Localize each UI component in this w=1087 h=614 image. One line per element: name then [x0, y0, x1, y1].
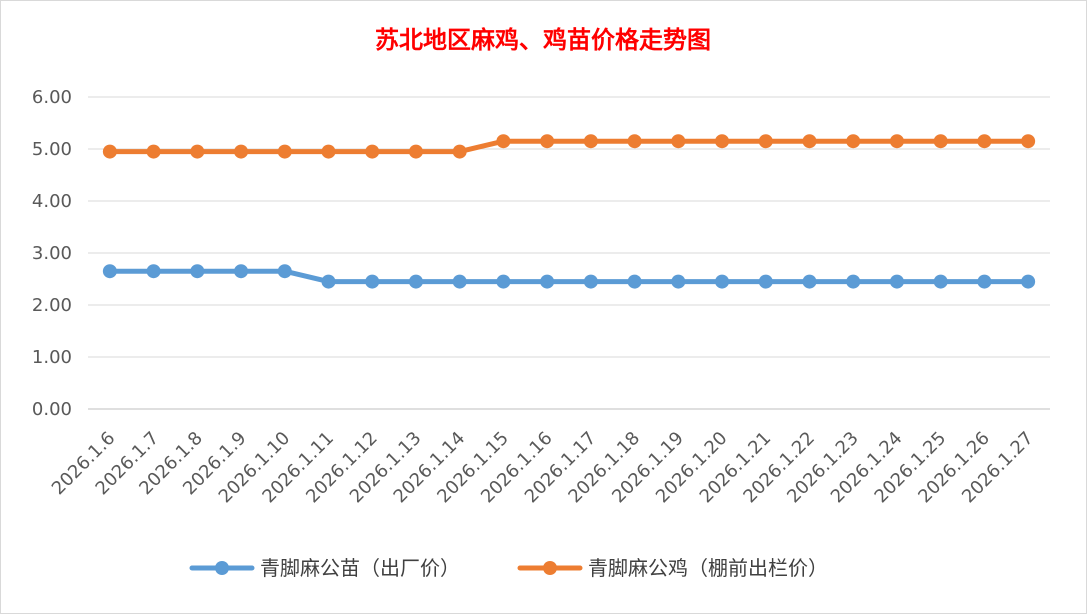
data-point	[234, 144, 249, 159]
data-point	[540, 134, 555, 149]
grid-layer	[88, 96, 1050, 410]
legend: 青脚麻公苗（出厂价） 青脚麻公鸡（棚前出栏价）	[189, 556, 828, 580]
data-point	[802, 274, 817, 289]
y-tick-label: 2.00	[32, 295, 72, 316]
series-line	[107, 268, 1031, 285]
data-point	[583, 134, 598, 149]
data-point	[408, 144, 423, 159]
data-point	[540, 274, 555, 289]
data-point	[977, 274, 992, 289]
data-point	[627, 274, 642, 289]
data-point	[846, 274, 861, 289]
data-point	[234, 264, 249, 279]
y-tick-label: 5.00	[32, 139, 72, 160]
data-point	[365, 144, 380, 159]
legend-marker	[215, 561, 229, 575]
legend-item-1: 青脚麻公鸡（棚前出栏价）	[517, 556, 828, 580]
data-point	[802, 134, 817, 149]
data-point	[277, 264, 292, 279]
y-tick-label: 1.00	[32, 347, 72, 368]
y-axis-ticks: 0.00 1.00 2.00 3.00 4.00 5.00 6.00	[32, 87, 72, 420]
data-point	[1021, 274, 1036, 289]
data-point	[408, 274, 423, 289]
data-point	[190, 144, 205, 159]
y-tick-label: 6.00	[32, 87, 72, 108]
data-point	[452, 144, 467, 159]
data-point	[146, 144, 161, 159]
legend-label: 青脚麻公苗（出厂价）	[260, 556, 460, 580]
data-point	[190, 264, 205, 279]
y-tick-label: 3.00	[32, 243, 72, 264]
data-point	[627, 134, 642, 149]
data-point	[715, 274, 730, 289]
data-point	[146, 264, 161, 279]
legend-label: 青脚麻公鸡（棚前出栏价）	[588, 556, 828, 580]
data-point	[671, 134, 686, 149]
data-point	[715, 134, 730, 149]
series-line	[107, 138, 1031, 155]
data-point	[889, 274, 904, 289]
data-point	[671, 274, 686, 289]
series-layer	[102, 134, 1036, 289]
series-0	[102, 264, 1036, 289]
data-point	[321, 274, 336, 289]
data-point	[977, 134, 992, 149]
y-tick-label: 4.00	[32, 191, 72, 212]
data-point	[846, 134, 861, 149]
data-point	[933, 134, 948, 149]
data-point	[933, 274, 948, 289]
data-point	[102, 264, 117, 279]
data-point	[321, 144, 336, 159]
data-point	[758, 274, 773, 289]
legend-marker	[543, 561, 557, 575]
data-point	[1021, 134, 1036, 149]
data-point	[496, 134, 511, 149]
data-point	[889, 134, 904, 149]
data-point	[365, 274, 380, 289]
data-point	[452, 274, 467, 289]
series-1	[102, 134, 1036, 159]
y-tick-label: 0.00	[32, 399, 72, 420]
chart-title: 苏北地区麻鸡、鸡苗价格走势图	[375, 25, 711, 54]
data-point	[496, 274, 511, 289]
data-point	[277, 144, 292, 159]
data-point	[758, 134, 773, 149]
data-point	[583, 274, 598, 289]
legend-item-0: 青脚麻公苗（出厂价）	[189, 556, 460, 580]
data-point	[102, 144, 117, 159]
